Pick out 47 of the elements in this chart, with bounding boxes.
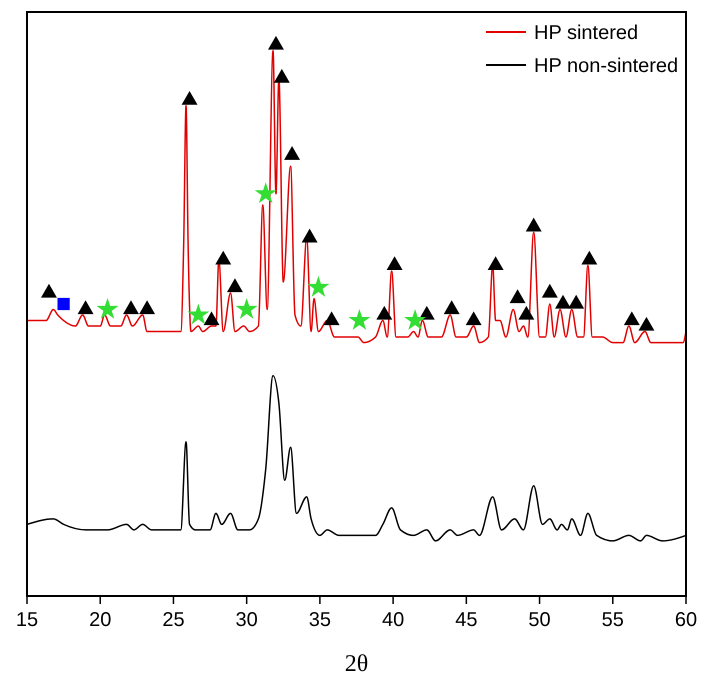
x-tick-label: 50 (528, 609, 551, 631)
point (226, 278, 243, 292)
x-tick-label: 30 (236, 609, 258, 631)
point (624, 311, 640, 326)
legend-label: HP non-sintered (534, 55, 678, 77)
point (638, 316, 654, 331)
point (542, 284, 558, 298)
x-tick-label: 45 (455, 609, 478, 631)
point (526, 218, 542, 232)
point (386, 256, 403, 270)
point (96, 298, 119, 319)
point (348, 308, 370, 330)
x-tick-label: 60 (674, 609, 698, 631)
point (555, 294, 571, 309)
point (376, 306, 392, 320)
point (274, 68, 290, 83)
point (187, 303, 210, 324)
point (404, 308, 426, 330)
point (182, 90, 198, 105)
point (510, 289, 526, 304)
point (236, 298, 258, 319)
point (139, 300, 156, 314)
point (41, 284, 57, 298)
point (324, 311, 340, 326)
point (268, 36, 284, 50)
x-tick-label: 15 (16, 609, 38, 631)
point (466, 311, 482, 326)
point (215, 250, 232, 265)
x-axis-title: 2θ (344, 651, 368, 677)
point (518, 306, 534, 320)
point (284, 146, 300, 160)
x-tick-label: 40 (382, 609, 404, 631)
x-tick-label: 25 (162, 609, 185, 631)
x-tick-label: 20 (89, 609, 112, 631)
legend-label: HP sintered (534, 22, 638, 44)
point (204, 311, 220, 326)
point (307, 276, 330, 297)
point (444, 300, 460, 314)
x-tick-label: 35 (308, 609, 332, 631)
point (254, 182, 277, 204)
x-tick-label: 55 (602, 609, 624, 631)
point (581, 250, 598, 265)
point (78, 300, 94, 314)
point (568, 294, 584, 309)
point (488, 256, 504, 270)
point (123, 300, 139, 314)
point (302, 228, 318, 242)
